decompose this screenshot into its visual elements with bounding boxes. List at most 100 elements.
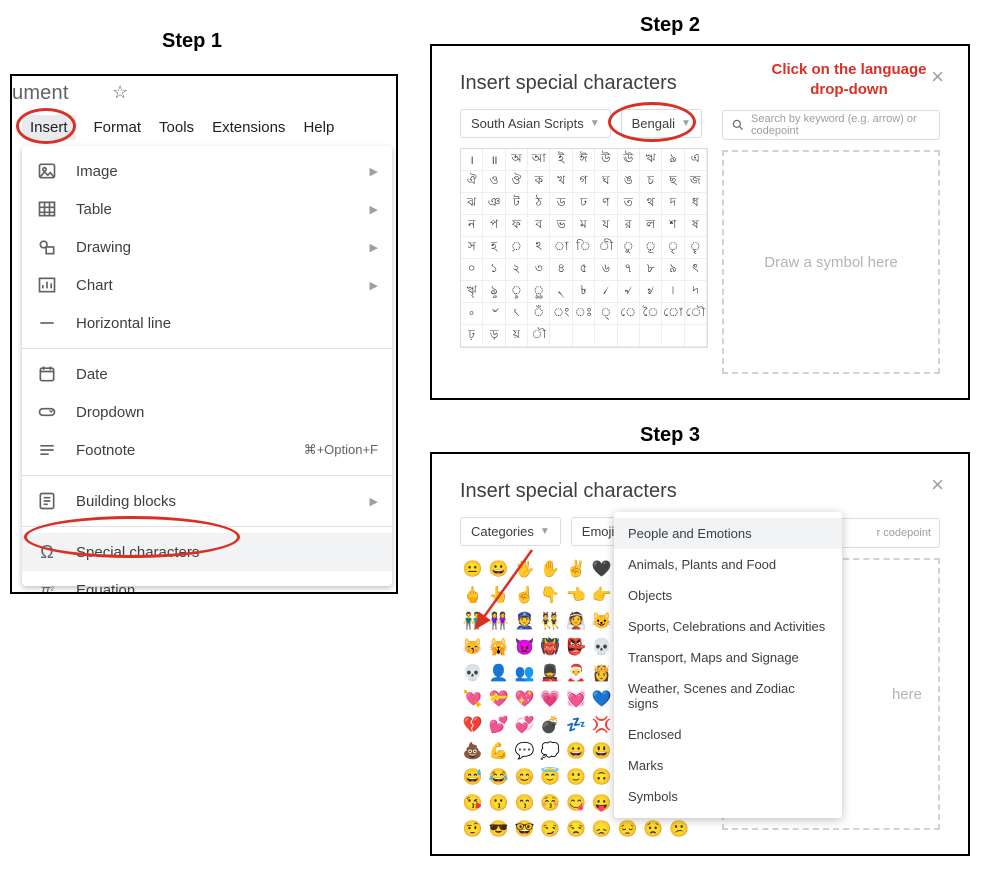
character-cell[interactable]: ় [506, 237, 528, 259]
character-cell[interactable]: ৗ [528, 325, 550, 347]
character-cell[interactable]: ল [640, 215, 662, 237]
emoji-cell[interactable]: 💬 [512, 738, 538, 764]
emoji-cell[interactable]: 💩 [460, 738, 486, 764]
character-cell[interactable]: ে [618, 303, 640, 325]
character-cell[interactable]: ধ [685, 193, 707, 215]
character-cell[interactable]: ঁ [528, 303, 550, 325]
submenu-item-sports[interactable]: Sports, Celebrations and Activities [614, 611, 842, 642]
emoji-cell[interactable]: 😘 [460, 790, 486, 816]
character-cell[interactable]: এ [685, 149, 707, 171]
character-cell[interactable] [640, 325, 662, 347]
character-cell[interactable]: ৫ [573, 259, 595, 281]
menu-tools[interactable]: Tools [159, 119, 194, 136]
character-cell[interactable]: থ [640, 193, 662, 215]
emoji-cell[interactable]: 💂 [537, 660, 563, 686]
emoji-cell[interactable]: 💗 [537, 686, 563, 712]
menuitem-dropdown[interactable]: Dropdown [22, 393, 392, 431]
menuitem-table[interactable]: Table ▶ [22, 190, 392, 228]
character-cell[interactable]: স [461, 237, 483, 259]
character-cell[interactable]: ঔ [506, 171, 528, 193]
character-cell[interactable]: ও [483, 171, 505, 193]
close-icon[interactable]: × [931, 474, 944, 496]
emoji-cell[interactable]: 😔 [615, 816, 641, 842]
character-cell[interactable]: ঙ [618, 171, 640, 193]
character-cell[interactable]: ং [550, 303, 572, 325]
emoji-cell[interactable]: 👭 [486, 608, 512, 634]
emoji-cell[interactable]: 😐 [460, 556, 486, 582]
character-cell[interactable]: ড [550, 193, 572, 215]
menu-help[interactable]: Help [303, 119, 334, 136]
emoji-cell[interactable]: 🖤 [589, 556, 615, 582]
menuitem-image[interactable]: Image ▶ [22, 152, 392, 190]
emoji-cell[interactable]: 👤 [486, 660, 512, 686]
character-cell[interactable]: য [595, 215, 617, 237]
character-cell[interactable]: ু [618, 237, 640, 259]
emoji-cell[interactable]: 😀 [486, 556, 512, 582]
search-input[interactable]: Search by keyword (e.g. arrow) or codepo… [722, 110, 940, 140]
character-cell[interactable]: ৩ [528, 259, 550, 281]
character-cell[interactable]: উ [595, 149, 617, 171]
emoji-cell[interactable]: 💙 [589, 686, 615, 712]
character-cell[interactable]: ঘ [595, 171, 617, 193]
emoji-cell[interactable]: 😒 [563, 816, 589, 842]
emoji-cell[interactable]: 💘 [460, 686, 486, 712]
character-cell[interactable]: । [461, 149, 483, 171]
emoji-cell[interactable]: 💔 [460, 712, 486, 738]
emoji-cell[interactable]: 💝 [486, 686, 512, 712]
emoji-cell[interactable]: 👆 [486, 582, 512, 608]
character-cell[interactable]: ৃ [662, 237, 684, 259]
character-cell[interactable]: ৭ [618, 259, 640, 281]
character-cell[interactable]: জ [685, 171, 707, 193]
character-cell[interactable]: র [618, 215, 640, 237]
character-cell[interactable]: ৪ [550, 259, 572, 281]
emoji-cell[interactable]: 😏 [537, 816, 563, 842]
character-cell[interactable]: ো [662, 303, 684, 325]
submenu-item-marks[interactable]: Marks [614, 750, 842, 781]
character-cell[interactable]: া [550, 237, 572, 259]
menu-format[interactable]: Format [94, 119, 142, 136]
character-cell[interactable]: ৶ [640, 281, 662, 303]
character-cell[interactable]: ষ [685, 215, 707, 237]
submenu-item-symbols[interactable]: Symbols [614, 781, 842, 812]
submenu-item-animals[interactable]: Animals, Plants and Food [614, 549, 842, 580]
emoji-cell[interactable]: 🎅 [563, 660, 589, 686]
submenu-item-transport[interactable]: Transport, Maps and Signage [614, 642, 842, 673]
emoji-cell[interactable]: 😗 [486, 790, 512, 816]
emoji-cell[interactable]: 💖 [512, 686, 538, 712]
menuitem-footnote[interactable]: Footnote ⌘+Option+F [22, 431, 392, 469]
emoji-cell[interactable]: 🤨 [460, 816, 486, 842]
character-cell[interactable]: ॥ [483, 149, 505, 171]
emoji-cell[interactable]: 😎 [486, 816, 512, 842]
character-cell[interactable]: ৡ [483, 281, 505, 303]
emoji-cell[interactable]: 👈 [563, 582, 589, 608]
character-cell[interactable]: ূ [640, 237, 662, 259]
character-cell[interactable]: ৯ [662, 259, 684, 281]
character-cell[interactable]: শ [662, 215, 684, 237]
emoji-cell[interactable]: 🖕 [460, 582, 486, 608]
menuitem-date[interactable]: Date [22, 355, 392, 393]
character-cell[interactable]: ৬ [595, 259, 617, 281]
character-cell[interactable]: ৲ [550, 281, 572, 303]
submenu-item-people[interactable]: People and Emotions [614, 518, 842, 549]
character-cell[interactable]: ী [595, 237, 617, 259]
character-cell[interactable]: আ [528, 149, 550, 171]
character-cell[interactable]: ৣ [528, 281, 550, 303]
star-icon[interactable]: ☆ [112, 82, 128, 103]
emoji-cell[interactable]: 🖐 [512, 556, 538, 582]
emoji-cell[interactable]: 🙀 [486, 634, 512, 660]
character-cell[interactable]: ঌ [662, 149, 684, 171]
emoji-cell[interactable]: 😙 [512, 790, 538, 816]
emoji-cell[interactable]: 😇 [537, 764, 563, 790]
emoji-cell[interactable]: 😂 [486, 764, 512, 790]
character-cell[interactable]: ৠ [461, 281, 483, 303]
character-cell[interactable]: ৻ [506, 303, 528, 325]
character-cell[interactable]: ঢ় [461, 325, 483, 347]
emoji-cell[interactable]: 💭 [537, 738, 563, 764]
character-cell[interactable]: ঢ [573, 193, 595, 215]
character-cell[interactable] [550, 325, 572, 347]
character-cell[interactable]: ৹ [461, 303, 483, 325]
character-cell[interactable]: ম [573, 215, 595, 237]
emoji-cell[interactable]: 💓 [563, 686, 589, 712]
character-cell[interactable] [595, 325, 617, 347]
character-cell[interactable]: ৌ [685, 303, 707, 325]
